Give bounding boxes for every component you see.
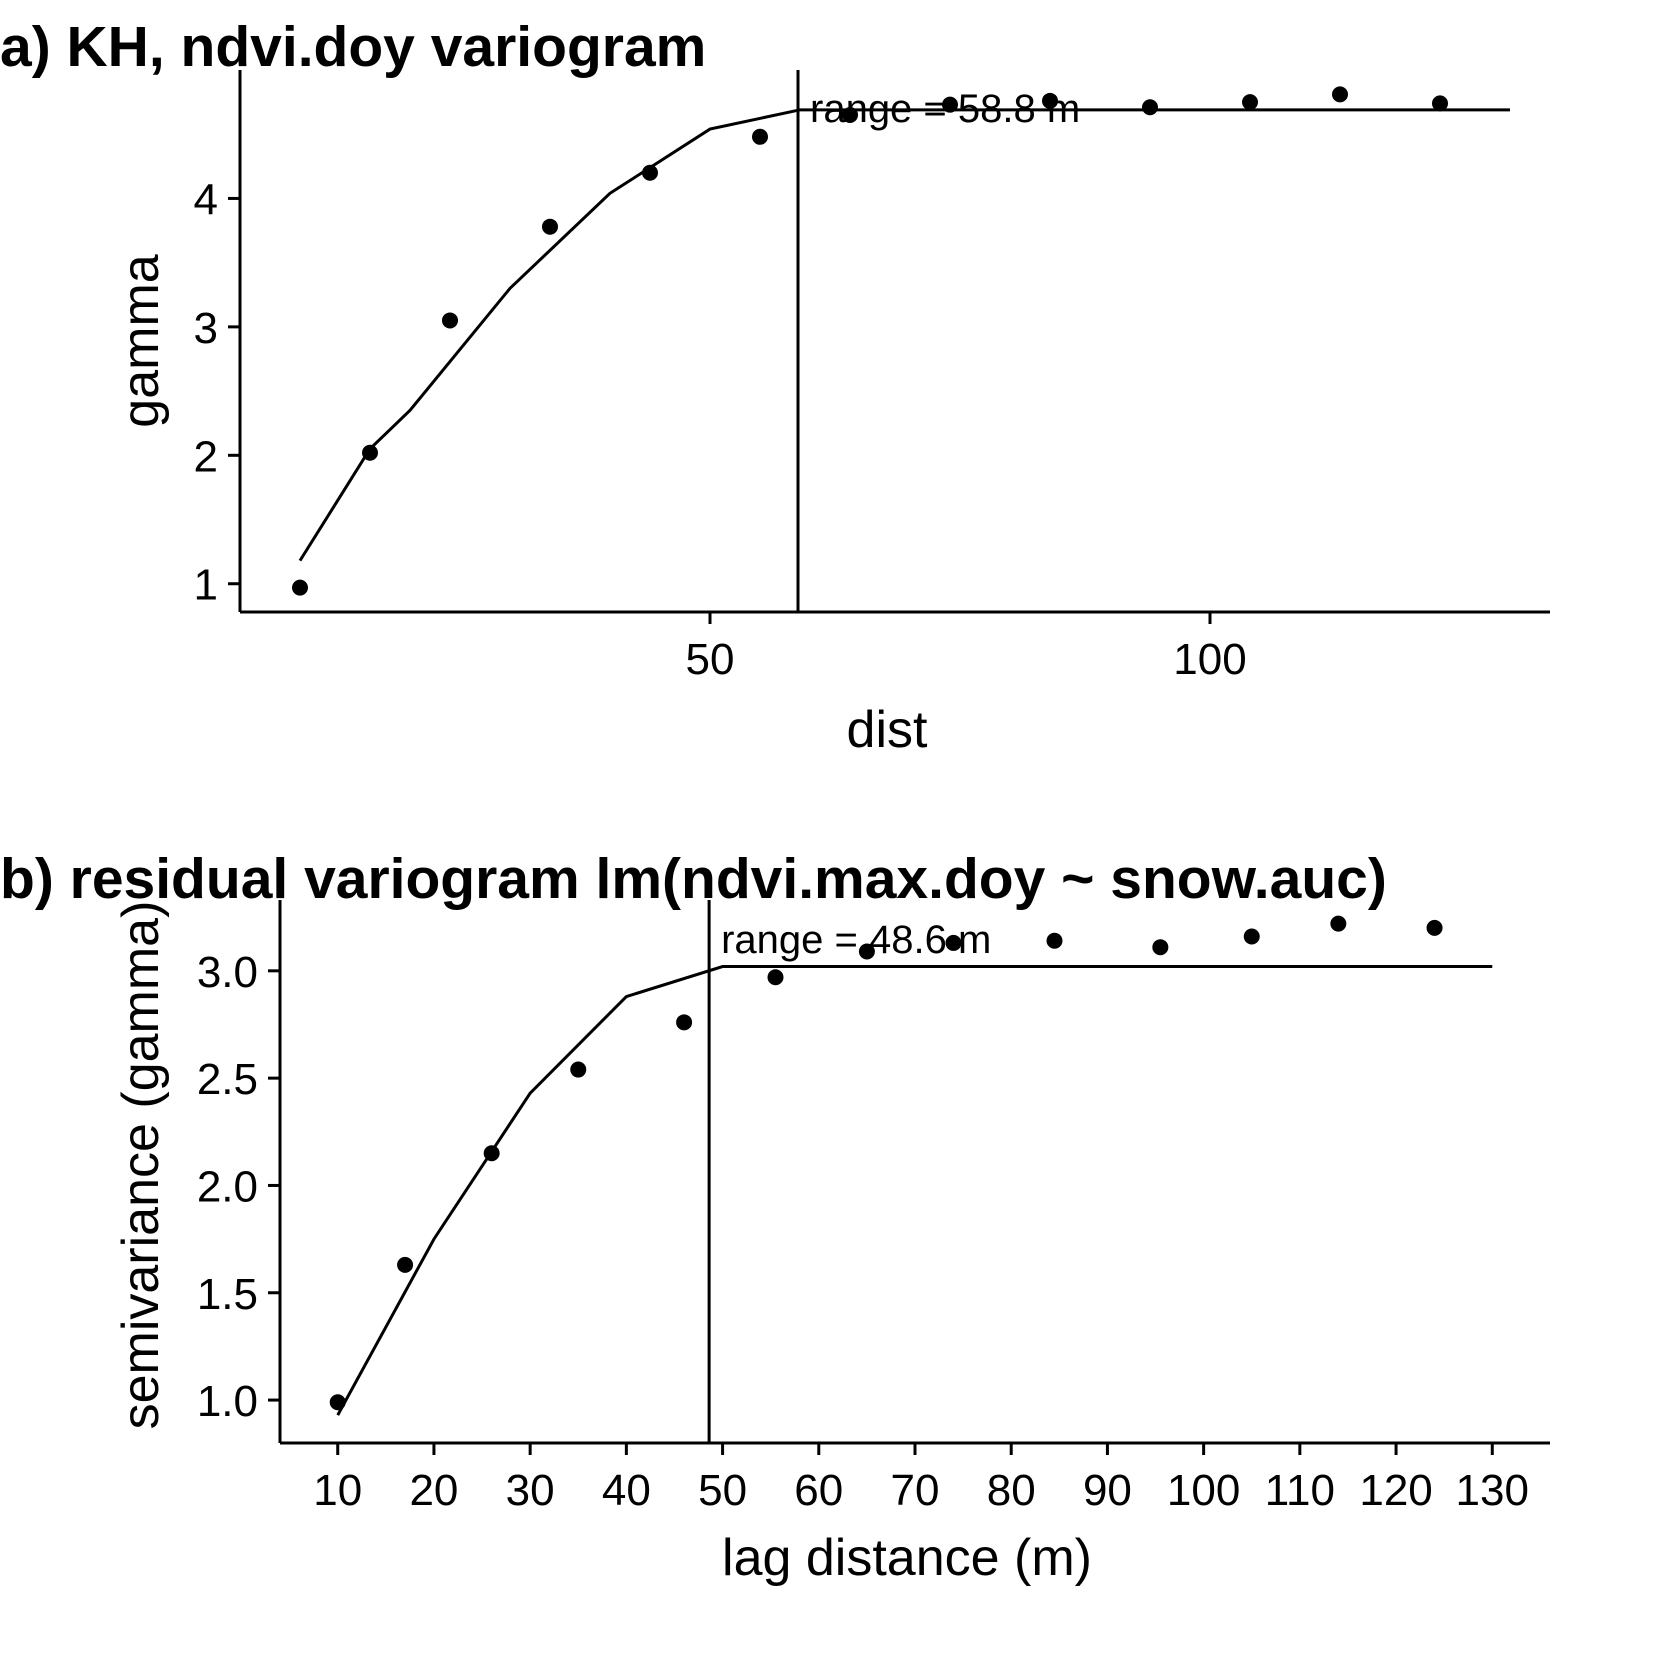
data-point xyxy=(1142,99,1158,116)
panel-a-x-axis-title: dist xyxy=(847,701,928,759)
data-point xyxy=(1152,939,1169,956)
data-point xyxy=(1426,919,1443,936)
panel-a-range-label: range = 58.8 m xyxy=(810,87,1080,131)
data-point xyxy=(329,1394,346,1411)
data-point xyxy=(642,164,658,181)
x-tick-label: 120 xyxy=(1359,1466,1432,1515)
panel-a-y-axis-ticks: 1 2 3 4 xyxy=(194,175,240,610)
x-tick-label: 40 xyxy=(602,1466,651,1515)
panel-b-range-label: range = 48.6 m xyxy=(721,918,991,962)
data-point xyxy=(752,128,768,145)
panel-b-y-axis-ticks: 1.0 1.5 2.0 2.5 3.0 xyxy=(197,948,280,1426)
data-point xyxy=(1330,915,1347,932)
y-tick-label: 3.0 xyxy=(197,948,258,997)
data-point xyxy=(1042,92,1058,109)
panel-a-x-axis-ticks: 50 100 xyxy=(686,612,1247,684)
y-tick-label: 2.0 xyxy=(197,1162,258,1211)
data-point xyxy=(570,1061,587,1078)
y-tick-label: 2.5 xyxy=(197,1055,258,1104)
y-tick-label: 1.5 xyxy=(197,1270,258,1319)
x-tick-label: 110 xyxy=(1265,1466,1335,1515)
data-point xyxy=(442,312,458,329)
panel-b-y-axis-title: semivariance (gamma) xyxy=(112,901,170,1430)
panel-a-points xyxy=(292,86,1448,596)
x-tick-label: 30 xyxy=(506,1466,555,1515)
x-tick-label: 10 xyxy=(313,1466,362,1515)
panel-a-y-axis-title: gamma xyxy=(112,254,170,427)
y-tick-label: 3 xyxy=(194,304,218,353)
panel-a: a) KH, ndvi.doy variogram 50 100 1 2 3 4 ran… xyxy=(0,15,1550,759)
panel-b: 10 20 30 40 50 60 70 80 90 100 110 120 130 1.0 1.5 2.0… xyxy=(0,847,1550,1587)
data-point xyxy=(842,106,858,123)
panel-b-x-axis-ticks: 10 20 30 40 50 60 70 80 90 100 110 120 130 xyxy=(313,1443,1529,1515)
x-tick-label: 70 xyxy=(891,1466,940,1515)
data-point xyxy=(858,943,875,960)
data-point xyxy=(1432,95,1448,112)
data-point xyxy=(1332,86,1348,103)
x-tick-label: 80 xyxy=(987,1466,1036,1515)
y-tick-label: 4 xyxy=(194,175,218,224)
x-tick-label: 130 xyxy=(1456,1466,1529,1515)
x-tick-label: 60 xyxy=(794,1466,843,1515)
data-point xyxy=(1046,932,1063,949)
x-tick-label: 100 xyxy=(1173,635,1246,684)
data-point xyxy=(542,218,558,235)
y-tick-label: 1.0 xyxy=(197,1377,258,1426)
data-point xyxy=(1243,928,1260,945)
y-tick-label: 1 xyxy=(194,561,218,610)
data-point xyxy=(483,1145,500,1162)
panel-a-fitted-model-line xyxy=(298,108,1510,562)
y-tick-label: 2 xyxy=(194,432,218,481)
panel-b-points xyxy=(329,915,1443,1411)
panel-b-x-axis-title: lag distance (m) xyxy=(722,1529,1092,1587)
panel-b-title: b) residual variogram lm(ndvi.max.doy ~ … xyxy=(0,847,1387,911)
data-point xyxy=(1242,94,1258,111)
data-point xyxy=(945,934,962,951)
data-point xyxy=(676,1014,693,1031)
data-point xyxy=(942,96,958,113)
x-tick-label: 100 xyxy=(1167,1466,1240,1515)
data-point xyxy=(362,444,378,461)
data-point xyxy=(397,1256,414,1273)
x-tick-label: 90 xyxy=(1083,1466,1132,1515)
x-tick-label: 50 xyxy=(686,635,735,684)
panel-a-title: a) KH, ndvi.doy variogram xyxy=(0,15,706,79)
data-point xyxy=(292,579,308,596)
data-point xyxy=(767,969,784,986)
panel-b-fitted-model-line xyxy=(336,965,1493,1416)
x-tick-label: 50 xyxy=(698,1466,747,1515)
x-tick-label: 20 xyxy=(409,1466,458,1515)
